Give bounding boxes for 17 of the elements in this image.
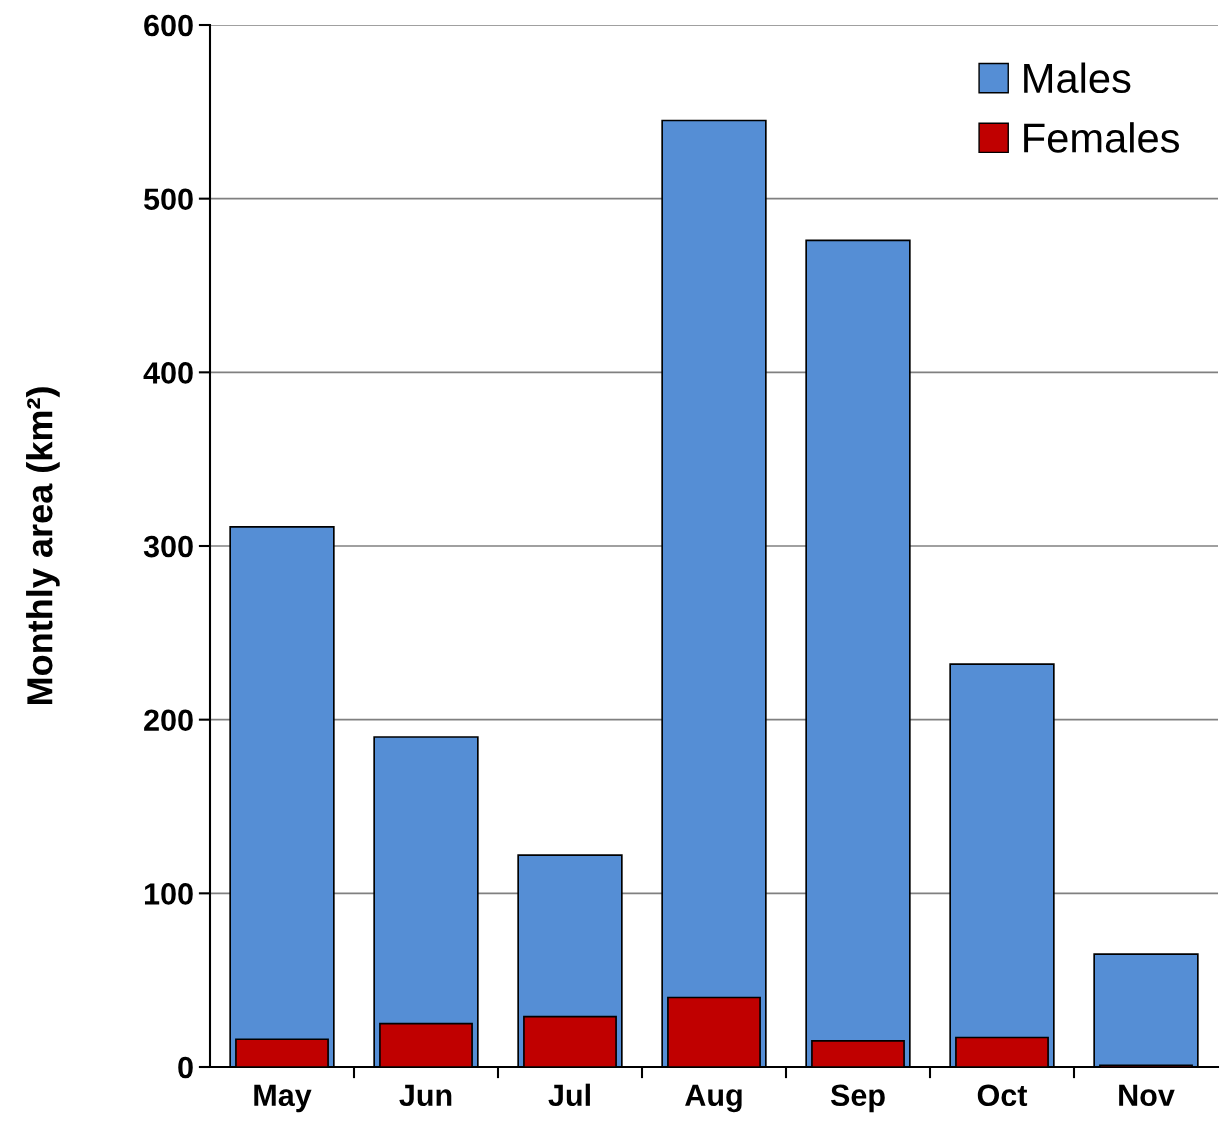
- y-tick-label: 400: [143, 362, 193, 384]
- x-tick-label: Aug: [685, 1084, 742, 1113]
- x-tick-label: Jun: [399, 1084, 452, 1107]
- y-tick-label: 0: [178, 1056, 193, 1079]
- y-tick-label: 300: [143, 535, 193, 558]
- legend-label: Females: [1024, 122, 1180, 153]
- legend-label: Males: [1024, 62, 1131, 94]
- x-tick-label: May: [254, 1084, 312, 1113]
- y-axis-title: Monthly area (km²): [26, 387, 60, 705]
- x-tick-label: Jul: [548, 1083, 590, 1107]
- y-tick-label: 200: [144, 709, 193, 732]
- x-tick-label: Oct: [977, 1084, 1028, 1107]
- x-tick-label: Sep: [830, 1084, 885, 1113]
- x-tick-label: Nov: [1119, 1084, 1175, 1107]
- y-tick-label: 500: [143, 188, 193, 211]
- y-tick-label: 100: [144, 883, 193, 905]
- y-tick-label: 600: [144, 14, 193, 37]
